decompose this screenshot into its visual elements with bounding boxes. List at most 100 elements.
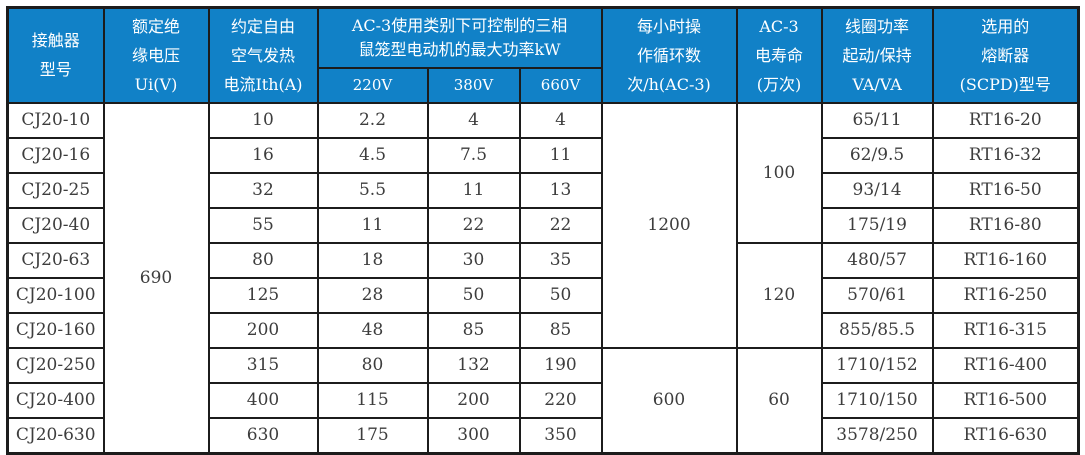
merged-life-cell: 120: [735, 241, 823, 349]
table-cell: RT16-80: [931, 206, 1080, 244]
table-cell: 570/61: [820, 276, 934, 314]
table-cell: 350: [518, 416, 603, 454]
table-cell: RT16-160: [931, 241, 1080, 279]
model-cell: CJ20-25: [6, 171, 105, 209]
table-cell: RT16-630: [931, 416, 1080, 454]
table-cell: 28: [316, 276, 429, 314]
table-cell: 175/19: [820, 206, 934, 244]
table-cell: 175: [316, 416, 429, 454]
model-cell: CJ20-400: [6, 381, 105, 419]
table-cell: 65/11: [820, 101, 934, 139]
table-cell: 300: [426, 416, 521, 454]
table-cell: 4.5: [316, 136, 429, 174]
table-row: CJ20-25 32 5.5 11 13 93/14 RT16-50: [6, 171, 1080, 209]
merged-life-cell: 60: [735, 346, 823, 454]
table-cell: 315: [207, 346, 319, 384]
model-cell: CJ20-160: [6, 311, 105, 349]
table-cell: 11: [316, 206, 429, 244]
table-cell: 13: [518, 171, 603, 209]
table-cell: 22: [426, 206, 521, 244]
table-cell: 3578/250: [820, 416, 934, 454]
merged-insulation-voltage-cell: 690: [102, 101, 210, 454]
table-cell: 132: [426, 346, 521, 384]
table-cell: 32: [207, 171, 319, 209]
header-rated-insulation-voltage: 额定绝 缘电压 Ui(V): [102, 6, 210, 104]
table-cell: 630: [207, 416, 319, 454]
table-cell: RT16-250: [931, 276, 1080, 314]
model-cell: CJ20-630: [6, 416, 105, 454]
table-body: CJ20-10 690 10 2.2 4 4 1200 100 65/11 RT16-20 CJ20…: [6, 101, 1080, 454]
table-cell: RT16-315: [931, 311, 1080, 349]
model-cell: CJ20-10: [6, 101, 105, 139]
header-660v: 660V: [518, 66, 603, 104]
table-row: CJ20-160 200 48 85 85 855/85.5 RT16-315: [6, 311, 1080, 349]
table-cell: RT16-500: [931, 381, 1080, 419]
table-cell: 125: [207, 276, 319, 314]
model-cell: CJ20-100: [6, 276, 105, 314]
table-cell: RT16-32: [931, 136, 1080, 174]
table-header: 接触器 型号 额定绝 缘电压 Ui(V) 约定自由 空气发热 电流Ith(A) …: [6, 6, 1080, 104]
table-cell: 62/9.5: [820, 136, 934, 174]
merged-cycles-cell: 600: [600, 346, 738, 454]
table-cell: 35: [518, 241, 603, 279]
table-cell: 93/14: [820, 171, 934, 209]
table-cell: 115: [316, 381, 429, 419]
table-cell: 50: [426, 276, 521, 314]
header-220v: 220V: [316, 66, 429, 104]
table-cell: 48: [316, 311, 429, 349]
header-ac3-power-group: AC-3使用类别下可控制的三相 鼠笼型电动机的最大功率kW: [316, 6, 603, 69]
table-cell: 18: [316, 241, 429, 279]
model-cell: CJ20-63: [6, 241, 105, 279]
table-cell: 190: [518, 346, 603, 384]
spec-table-container: 接触器 型号 额定绝 缘电压 Ui(V) 约定自由 空气发热 电流Ith(A) …: [6, 6, 1081, 455]
table-cell: 16: [207, 136, 319, 174]
table-cell: 855/85.5: [820, 311, 934, 349]
header-operating-cycles: 每小时操 作循环数 次/h(AC-3): [600, 6, 738, 104]
model-cell: CJ20-16: [6, 136, 105, 174]
header-coil-power: 线圈功率 起动/保持 VA/VA: [820, 6, 934, 104]
merged-life-cell: 100: [735, 101, 823, 244]
table-cell: 5.5: [316, 171, 429, 209]
table-row: CJ20-10 690 10 2.2 4 4 1200 100 65/11 RT16-20: [6, 101, 1080, 454]
table-cell: 1710/150: [820, 381, 934, 419]
model-cell: CJ20-40: [6, 206, 105, 244]
table-cell: 4: [426, 101, 521, 139]
table-cell: RT16-50: [931, 171, 1080, 209]
table-cell: 50: [518, 276, 603, 314]
table-cell: 85: [426, 311, 521, 349]
table-row: CJ20-100 125 28 50 50 570/61 RT16-250: [6, 276, 1080, 314]
table-cell: 22: [518, 206, 603, 244]
header-contactor-model: 接触器 型号: [6, 6, 105, 104]
table-row: CJ20-40 55 11 22 22 175/19 RT16-80: [6, 206, 1080, 244]
table-cell: 11: [426, 171, 521, 209]
table-row: CJ20-400 400 115 200 220 1710/150 RT16-500: [6, 381, 1080, 419]
header-ac3-life: AC-3 电寿命 (万次): [735, 6, 823, 104]
table-cell: 200: [207, 311, 319, 349]
header-row-top: 接触器 型号 额定绝 缘电压 Ui(V) 约定自由 空气发热 电流Ith(A) …: [6, 6, 1080, 104]
table-row: CJ20-63 80 18 30 35 120 480/57 RT16-160: [6, 241, 1080, 349]
table-cell: 80: [207, 241, 319, 279]
table-cell: RT16-400: [931, 346, 1080, 384]
table-cell: 2.2: [316, 101, 429, 139]
table-cell: RT16-20: [931, 101, 1080, 139]
table-cell: 4: [518, 101, 603, 139]
table-cell: 10: [207, 101, 319, 139]
table-row: CJ20-16 16 4.5 7.5 11 62/9.5 RT16-32: [6, 136, 1080, 174]
table-cell: 11: [518, 136, 603, 174]
merged-cycles-cell: 1200: [600, 101, 738, 349]
table-cell: 200: [426, 381, 521, 419]
table-row: CJ20-250 315 80 132 190 600 60 1710/152 RT16-400: [6, 346, 1080, 454]
contactor-spec-table: 接触器 型号 额定绝 缘电压 Ui(V) 约定自由 空气发热 电流Ith(A) …: [6, 6, 1081, 455]
table-cell: 80: [316, 346, 429, 384]
model-cell: CJ20-250: [6, 346, 105, 384]
header-380v: 380V: [426, 66, 521, 104]
header-thermal-current: 约定自由 空气发热 电流Ith(A): [207, 6, 319, 104]
table-cell: 220: [518, 381, 603, 419]
table-cell: 30: [426, 241, 521, 279]
header-row-sub: 220V 380V 660V: [8, 66, 1079, 104]
header-fuse: 选用的 熔断器 (SCPD)型号: [931, 6, 1080, 104]
table-cell: 55: [207, 206, 319, 244]
table-cell: 480/57: [820, 241, 934, 279]
table-cell: 85: [518, 311, 603, 349]
table-cell: 1710/152: [820, 346, 934, 384]
